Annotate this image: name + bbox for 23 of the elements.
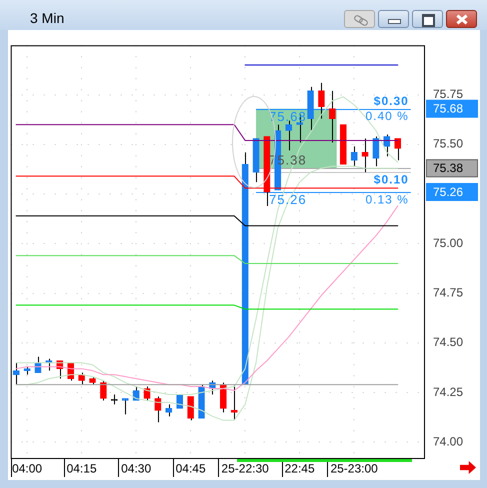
x-tick-label: 04:15 xyxy=(66,462,97,476)
y-tick-label: 75.00 xyxy=(433,236,464,250)
annotation: 0.40 % xyxy=(365,109,409,124)
y-tick-label: 74.75 xyxy=(433,286,464,300)
x-tick-label: 04:00 xyxy=(12,462,42,476)
chart-title: 3 Min xyxy=(30,10,64,27)
y-tick-label: 74.00 xyxy=(433,434,464,448)
y-tick-label: 74.50 xyxy=(433,335,464,350)
text: 75.38 xyxy=(433,161,464,176)
annotation: $0.10 xyxy=(374,172,409,186)
ref-line-label: 75.26 xyxy=(269,192,307,208)
x-tick-label: 25-23:00 xyxy=(330,462,378,476)
x-tick-label: 04:30 xyxy=(121,462,152,476)
x-tick-label: 25-22:30 xyxy=(221,462,270,476)
annotation: 0.13 % xyxy=(365,192,409,206)
annotation: $0.30 xyxy=(374,94,409,108)
x-tick-label: 22:45 xyxy=(284,462,315,476)
text: 75.26 xyxy=(433,184,464,199)
x-tick-label: 04:45 xyxy=(176,462,206,476)
y-tick-label: 75.50 xyxy=(433,136,464,151)
text: 75.68 xyxy=(433,102,464,116)
y-tick-label: 75.75 xyxy=(433,87,464,102)
y-tick-label: 74.25 xyxy=(433,384,464,399)
